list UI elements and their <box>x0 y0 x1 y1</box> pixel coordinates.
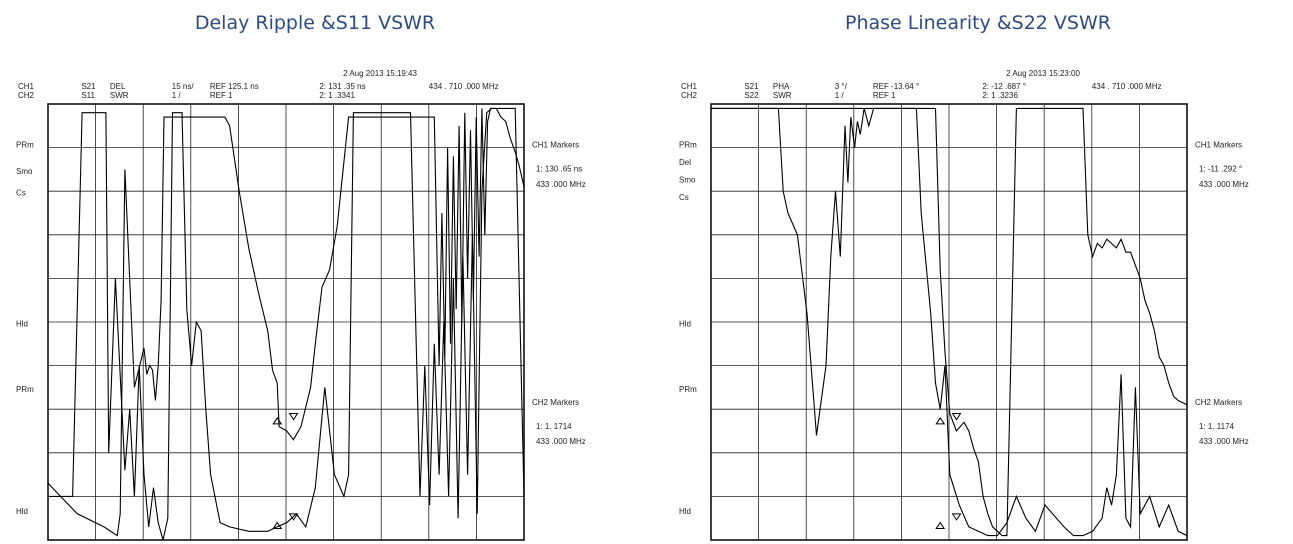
marker-triangle <box>935 521 946 530</box>
marker-triangle <box>951 413 962 421</box>
header-row2-cell: 2: 1 .3236 <box>982 91 1018 100</box>
header-row2-cell: 1 / <box>172 91 182 100</box>
side-label: Cs <box>679 193 689 202</box>
right-chart-panel: Phase Linearity &S22 VSWR 2 Aug 2013 15:… <box>663 0 1293 544</box>
marker-triangle <box>272 521 283 530</box>
header-row1-cell: CH1 <box>18 82 35 91</box>
header-row2-cell: CH2 <box>18 91 35 100</box>
left-chart-panel: Delay Ripple &S11 VSWR 2 Aug 2013 15:19:… <box>0 0 630 544</box>
header-row1-cell: 3 °/ <box>835 82 848 91</box>
header-row1-cell: 434 . 710 .000 MHz <box>1092 82 1162 91</box>
vna-plot-phase: 2 Aug 2013 15:23:00 CH1 S21 PHA 3 °/ REF -13.… <box>679 69 1249 541</box>
side-label: PRm <box>16 385 34 394</box>
side-label: Smo <box>16 167 33 176</box>
header-row1-cell: 434 . 710 .000 MHz <box>429 82 499 91</box>
header-row2-cell: S11 <box>81 91 95 100</box>
header-row2-cell: S22 <box>744 91 759 100</box>
header-row1-cell: REF 125.1 ns <box>210 82 259 91</box>
side-label: Hld <box>679 319 691 328</box>
side-label: Smo <box>679 175 696 184</box>
header-row2-cell: 2: 1 .3341 <box>319 91 355 100</box>
ch2-markers-title: CH2 Markers <box>1195 398 1242 407</box>
timestamp-label: 2 Aug 2013 15:19:43 <box>343 69 417 78</box>
ch1-marker-value: 1: -11 .292 ° <box>1199 165 1242 174</box>
ch2-marker-freq: 433 .000 MHz <box>536 437 586 446</box>
side-label: PRm <box>679 385 697 394</box>
marker-triangle <box>288 413 299 421</box>
header-row2-cell: 1 / <box>835 91 845 100</box>
trace-line-1 <box>711 107 1188 537</box>
header-row1-cell: S21 <box>744 82 759 91</box>
chart-title: Phase Linearity &S22 VSWR <box>845 12 1111 34</box>
ch2-marker-value: 1: 1. 1174 <box>1199 422 1235 431</box>
side-label: Hld <box>16 319 28 328</box>
chart-title: Delay Ripple &S11 VSWR <box>194 12 436 34</box>
header-row2-cell: CH2 <box>681 91 698 100</box>
header-row2-cell: REF 1 <box>873 91 896 100</box>
trace-line-1 <box>47 107 525 537</box>
header-row1-cell: 2: -12 .687 ° <box>982 82 1026 91</box>
ch2-marker-value: 1: 1. 1714 <box>536 422 572 431</box>
marker-triangle <box>935 417 946 425</box>
header-row2-cell: SWR <box>773 91 792 100</box>
timestamp-label: 2 Aug 2013 15:23:00 <box>1006 69 1080 78</box>
header-row2-cell: SWR <box>110 91 129 100</box>
header-row1-cell: S21 <box>81 82 96 91</box>
trace-line-2 <box>711 107 1188 537</box>
header-row1-cell: 2: 131 .35 ns <box>319 82 365 91</box>
ch1-marker-value: 1: 130 .65 ns <box>536 165 582 174</box>
side-label: Cs <box>16 189 26 198</box>
header-row1-cell: PHA <box>773 82 790 91</box>
side-label: PRm <box>679 141 697 150</box>
side-label: Hld <box>16 507 28 516</box>
trace-line-2 <box>48 107 525 541</box>
ch1-marker-freq: 433 .000 MHz <box>536 180 586 189</box>
side-label: Del <box>679 158 691 167</box>
header-row1-cell: DEL <box>110 82 126 91</box>
side-label: PRm <box>16 141 34 150</box>
ch1-markers-title: CH1 Markers <box>532 141 579 150</box>
ch1-marker-freq: 433 .000 MHz <box>1199 180 1249 189</box>
marker-triangle <box>951 513 962 521</box>
marker-triangle <box>288 513 299 521</box>
header-row1-cell: CH1 <box>681 82 698 91</box>
header-row1-cell: REF -13.64 ° <box>873 82 919 91</box>
side-label: Hld <box>679 507 691 516</box>
header-row2-cell: REF 1 <box>210 91 233 100</box>
ch2-marker-freq: 433 .000 MHz <box>1199 437 1249 446</box>
marker-triangle <box>272 417 283 425</box>
header-row1-cell: 15 ns/ <box>172 82 195 91</box>
ch1-markers-title: CH1 Markers <box>1195 141 1242 150</box>
ch2-markers-title: CH2 Markers <box>532 398 579 407</box>
